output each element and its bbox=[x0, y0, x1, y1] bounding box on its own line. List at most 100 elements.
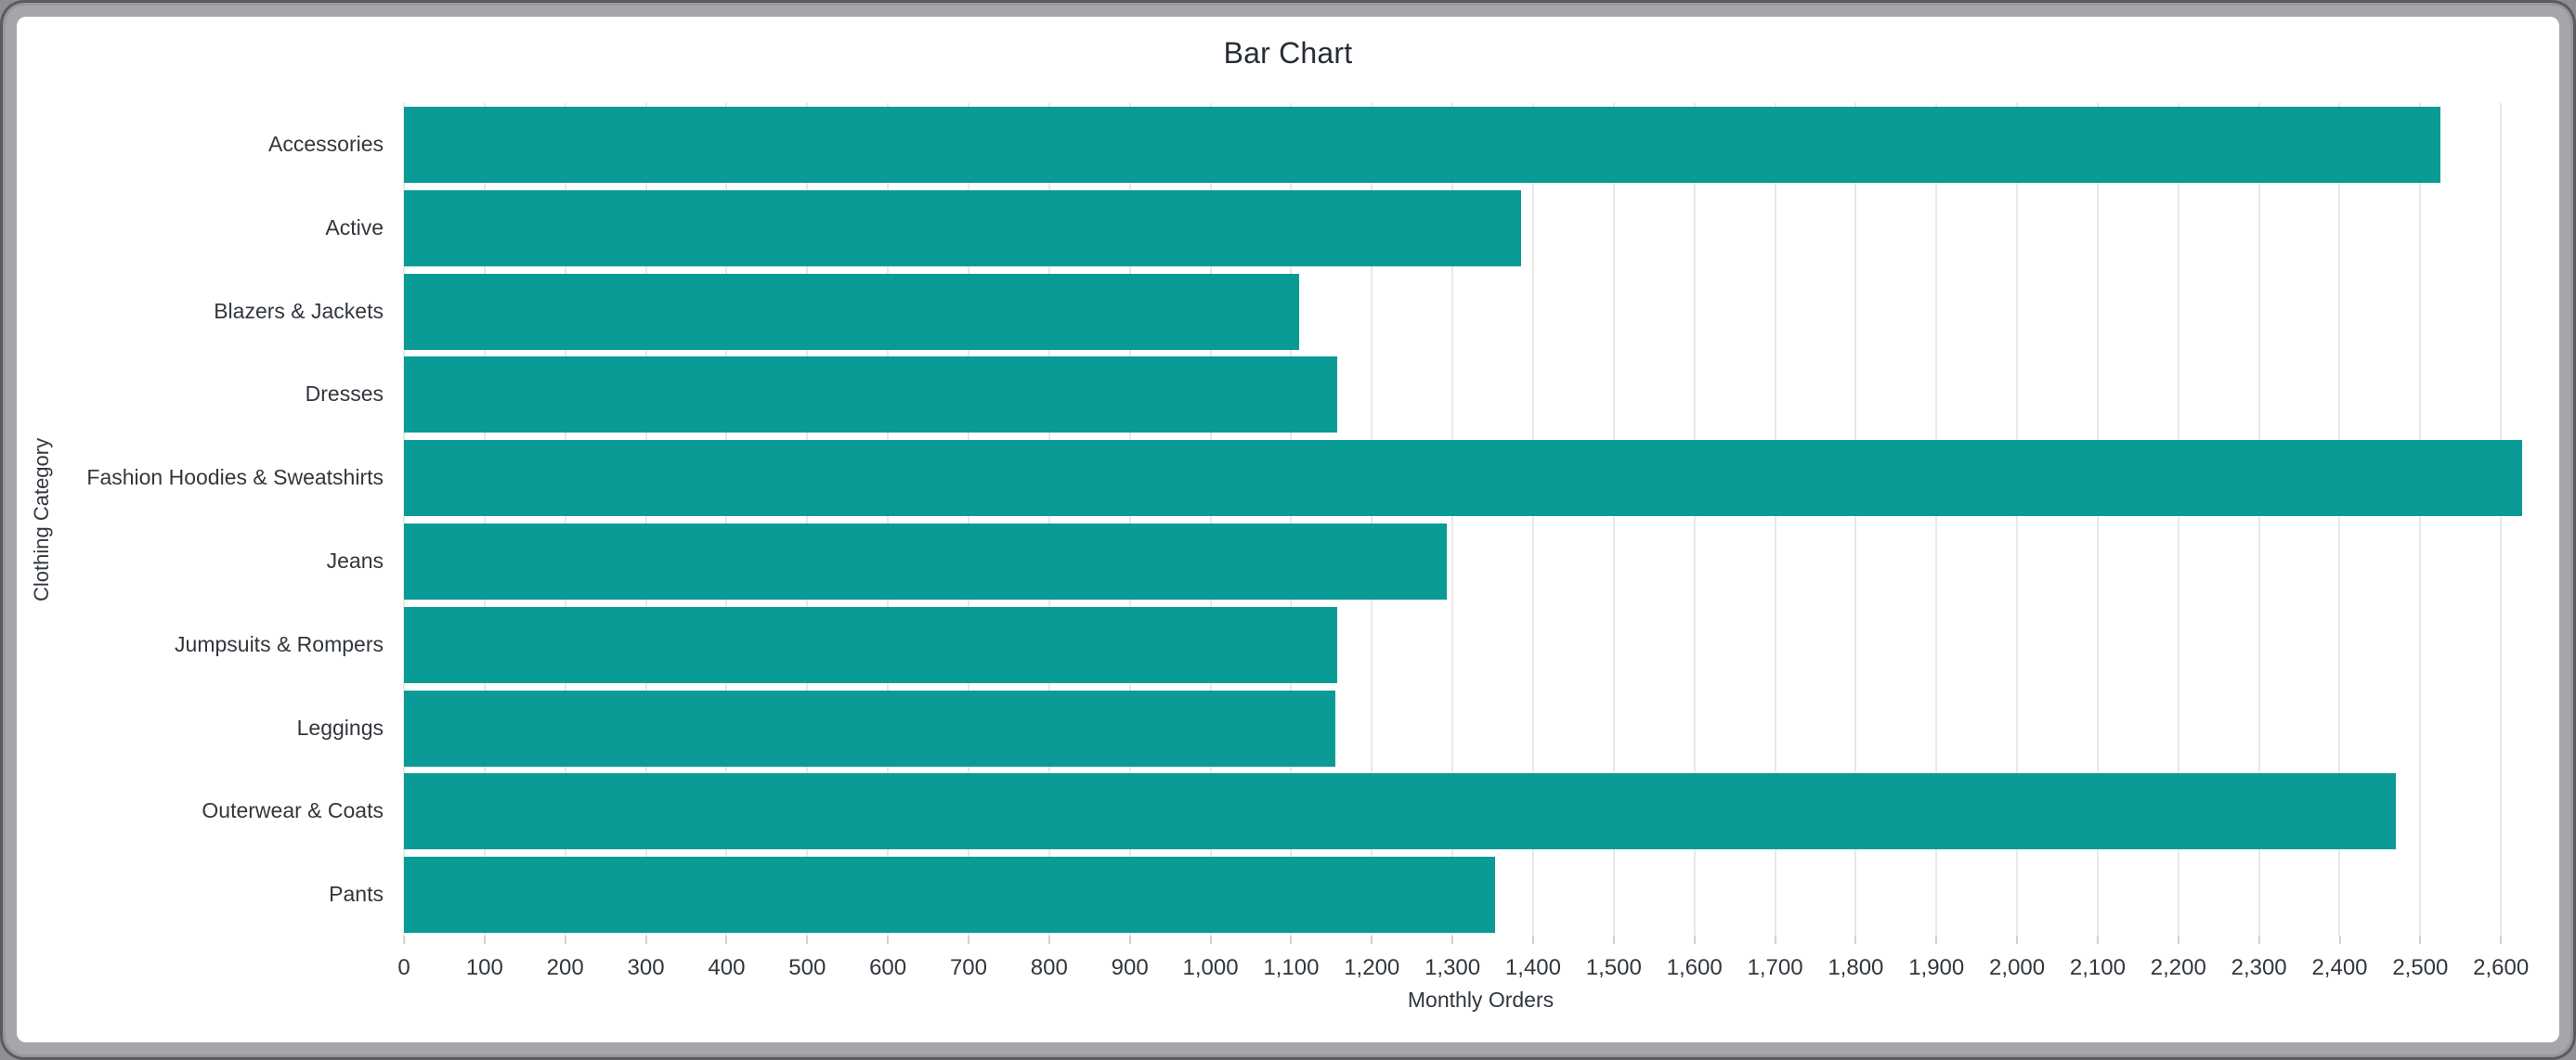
x-tick-mark bbox=[2177, 937, 2179, 944]
bar bbox=[404, 523, 1448, 600]
bar bbox=[404, 273, 1300, 350]
category-label: Jeans bbox=[326, 549, 384, 573]
x-tick-label: 1,600 bbox=[1666, 955, 1723, 980]
x-tick-label: 2,100 bbox=[2069, 955, 2126, 980]
gridline bbox=[725, 103, 728, 937]
gridline bbox=[1774, 103, 1776, 937]
gridline bbox=[2096, 103, 2099, 937]
bar bbox=[404, 690, 1336, 767]
gridline bbox=[1209, 103, 1212, 937]
gridline bbox=[2419, 103, 2422, 937]
x-tick: 2,500 bbox=[2392, 937, 2448, 981]
bar bbox=[404, 606, 1337, 683]
x-tick-mark bbox=[725, 937, 728, 944]
x-tick: 1,000 bbox=[1183, 937, 1239, 981]
x-tick-mark bbox=[887, 937, 890, 944]
gridline bbox=[1047, 103, 1050, 937]
gridline bbox=[1612, 103, 1615, 937]
gridline bbox=[2016, 103, 2019, 937]
gridline bbox=[1128, 103, 1131, 937]
x-tick-label: 200 bbox=[546, 955, 584, 980]
x-tick-mark bbox=[402, 937, 405, 944]
category-label: Jumpsuits & Rompers bbox=[175, 631, 384, 656]
x-tick-mark bbox=[1854, 937, 1857, 944]
x-tick-label: 1,300 bbox=[1425, 955, 1481, 980]
x-tick-label: 2,300 bbox=[2231, 955, 2287, 980]
x-tick-label: 1,400 bbox=[1504, 955, 1561, 980]
x-tick-label: 1,100 bbox=[1263, 955, 1320, 980]
category-label: Outerwear & Coats bbox=[202, 798, 384, 823]
x-tick-mark bbox=[644, 937, 647, 944]
bar bbox=[404, 189, 1521, 266]
x-tick-label: 300 bbox=[627, 955, 665, 980]
x-tick: 200 bbox=[547, 937, 584, 981]
gridline bbox=[644, 103, 647, 937]
gridline bbox=[1854, 103, 1857, 937]
chart-title: Bar Chart bbox=[1223, 36, 1353, 70]
plot-area bbox=[403, 103, 2557, 937]
x-axis-title: Monthly Orders bbox=[1407, 988, 1555, 1012]
x-tick-mark bbox=[1935, 937, 1938, 944]
x-tick: 2,300 bbox=[2231, 937, 2287, 981]
x-tick: 1,900 bbox=[1908, 937, 1964, 981]
x-tick-mark bbox=[483, 937, 486, 944]
x-tick-mark bbox=[2016, 937, 2019, 944]
x-tick-label: 1,000 bbox=[1182, 955, 1239, 980]
x-tick-mark bbox=[2419, 937, 2422, 944]
x-tick-mark bbox=[967, 937, 969, 944]
category-label: Active bbox=[325, 214, 384, 239]
gridline bbox=[806, 103, 809, 937]
bar bbox=[404, 440, 2522, 517]
x-tick-label: 2,000 bbox=[1989, 955, 2046, 980]
gridline bbox=[1935, 103, 1938, 937]
category-label: Fashion Hoodies & Sweatshirts bbox=[86, 465, 384, 490]
x-tick: 600 bbox=[869, 937, 906, 981]
x-tick: 2,600 bbox=[2473, 937, 2529, 981]
x-tick-mark bbox=[1693, 937, 1696, 944]
gridline bbox=[2338, 103, 2341, 937]
x-tick-mark bbox=[1612, 937, 1615, 944]
x-tick: 1,700 bbox=[1747, 937, 1803, 981]
gridline bbox=[967, 103, 969, 937]
category-label: Accessories bbox=[268, 132, 384, 156]
x-tick: 1,200 bbox=[1344, 937, 1399, 981]
x-tick-label: 500 bbox=[788, 955, 826, 980]
bar bbox=[404, 106, 2441, 183]
x-tick-label: 2,600 bbox=[2473, 955, 2530, 980]
x-tick: 1,500 bbox=[1586, 937, 1642, 981]
x-tick: 1,300 bbox=[1425, 937, 1480, 981]
x-tick-label: 1,700 bbox=[1747, 955, 1803, 980]
x-tick-mark bbox=[2257, 937, 2260, 944]
bar bbox=[404, 356, 1337, 433]
x-tick: 1,800 bbox=[1828, 937, 1883, 981]
x-tick: 100 bbox=[466, 937, 503, 981]
x-tick-mark bbox=[1290, 937, 1293, 944]
gridline bbox=[887, 103, 890, 937]
x-tick-mark bbox=[1531, 937, 1534, 944]
x-tick: 2,200 bbox=[2151, 937, 2206, 981]
gridline bbox=[1371, 103, 1373, 937]
category-label: Blazers & Jackets bbox=[214, 298, 384, 323]
x-tick-mark bbox=[1047, 937, 1050, 944]
gridline bbox=[2500, 103, 2503, 937]
x-tick: 0 bbox=[397, 937, 410, 981]
x-tick-mark bbox=[1371, 937, 1373, 944]
x-tick: 700 bbox=[950, 937, 987, 981]
gridline bbox=[403, 103, 405, 937]
x-tick-mark bbox=[1774, 937, 1776, 944]
chart-card: Bar Chart Clothing Category Accessories A… bbox=[17, 17, 2559, 1042]
gridline bbox=[1290, 103, 1293, 937]
x-tick-label: 400 bbox=[708, 955, 746, 980]
x-tick-mark bbox=[806, 937, 809, 944]
x-tick-label: 1,200 bbox=[1344, 955, 1400, 980]
x-tick-label: 900 bbox=[1111, 955, 1149, 980]
x-tick-mark bbox=[1451, 937, 1454, 944]
x-tick: 500 bbox=[788, 937, 826, 981]
x-tick-label: 2,500 bbox=[2392, 955, 2449, 980]
x-tick-mark bbox=[1128, 937, 1131, 944]
x-axis-ticks: 0 100 200 300 400 500 600 700 800 900 1,000 1,100 1,… bbox=[397, 937, 2557, 996]
x-tick: 2,000 bbox=[1989, 937, 2045, 981]
gridline bbox=[564, 103, 566, 937]
x-tick-mark bbox=[564, 937, 566, 944]
